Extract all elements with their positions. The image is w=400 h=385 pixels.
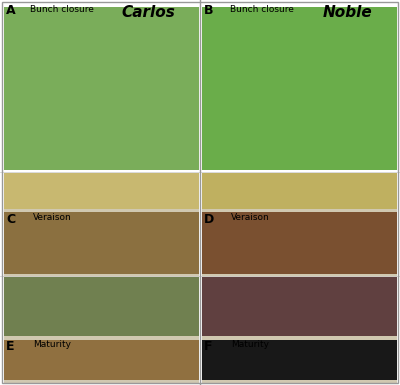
Text: Maturity: Maturity	[33, 340, 71, 348]
Bar	[202, 336, 397, 340]
Bar	[4, 212, 199, 275]
Bar	[202, 277, 397, 337]
Bar	[4, 339, 199, 381]
Bar	[4, 173, 199, 210]
Bar	[4, 277, 199, 337]
Bar	[202, 212, 397, 275]
Bar	[202, 173, 397, 210]
Bar	[202, 7, 397, 170]
Text: Veraison: Veraison	[231, 213, 269, 222]
Text: Maturity: Maturity	[231, 340, 269, 348]
Bar	[4, 274, 199, 277]
Text: D: D	[204, 213, 214, 226]
Bar	[202, 209, 397, 212]
Text: B: B	[204, 4, 214, 17]
Text: F: F	[204, 340, 212, 353]
Bar	[4, 336, 199, 340]
Bar	[202, 380, 397, 383]
Text: Bunch closure: Bunch closure	[230, 5, 294, 13]
Bar	[202, 274, 397, 277]
Text: Carlos: Carlos	[121, 5, 175, 20]
Text: Veraison: Veraison	[33, 213, 71, 222]
Text: Bunch closure: Bunch closure	[30, 5, 94, 13]
Bar	[4, 209, 199, 212]
Text: C: C	[6, 213, 15, 226]
Bar	[4, 7, 199, 170]
Text: Noble: Noble	[323, 5, 373, 20]
Bar	[202, 339, 397, 381]
Text: A: A	[6, 4, 16, 17]
Bar	[4, 380, 199, 383]
Text: E: E	[6, 340, 14, 353]
